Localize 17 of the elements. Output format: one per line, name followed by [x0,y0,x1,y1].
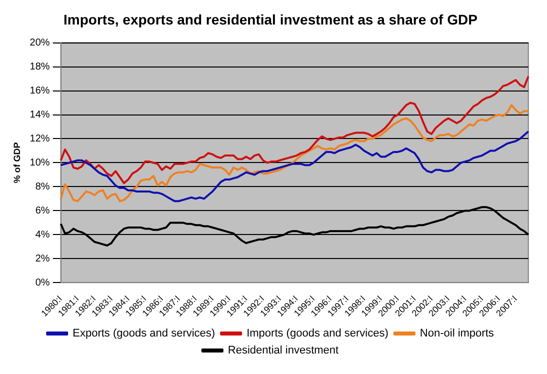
y-tick-label: 2% [35,253,50,264]
y-axis-title: % of GDP [12,142,22,184]
legend-label: Non-oil imports [420,328,494,340]
y-tick-label: 0% [35,277,50,288]
y-tick-label: 14% [30,110,50,121]
y-tick-label: 18% [30,62,50,73]
y-tick-label: 6% [35,205,50,216]
chart-title: Imports, exports and residential investment as a share of GDP [64,11,478,28]
y-tick-label: 8% [35,181,50,192]
y-tick-label: 16% [30,86,50,97]
legend-label: Imports (goods and services) [246,328,388,340]
y-tick-label: 12% [30,134,50,144]
y-tick-label: 10% [30,157,50,168]
legend-label: Residential investment [228,344,339,357]
y-tick-label: 4% [35,229,50,240]
y-tick-label: 20% [30,38,50,49]
legend-label: Exports (goods and services) [72,328,216,340]
